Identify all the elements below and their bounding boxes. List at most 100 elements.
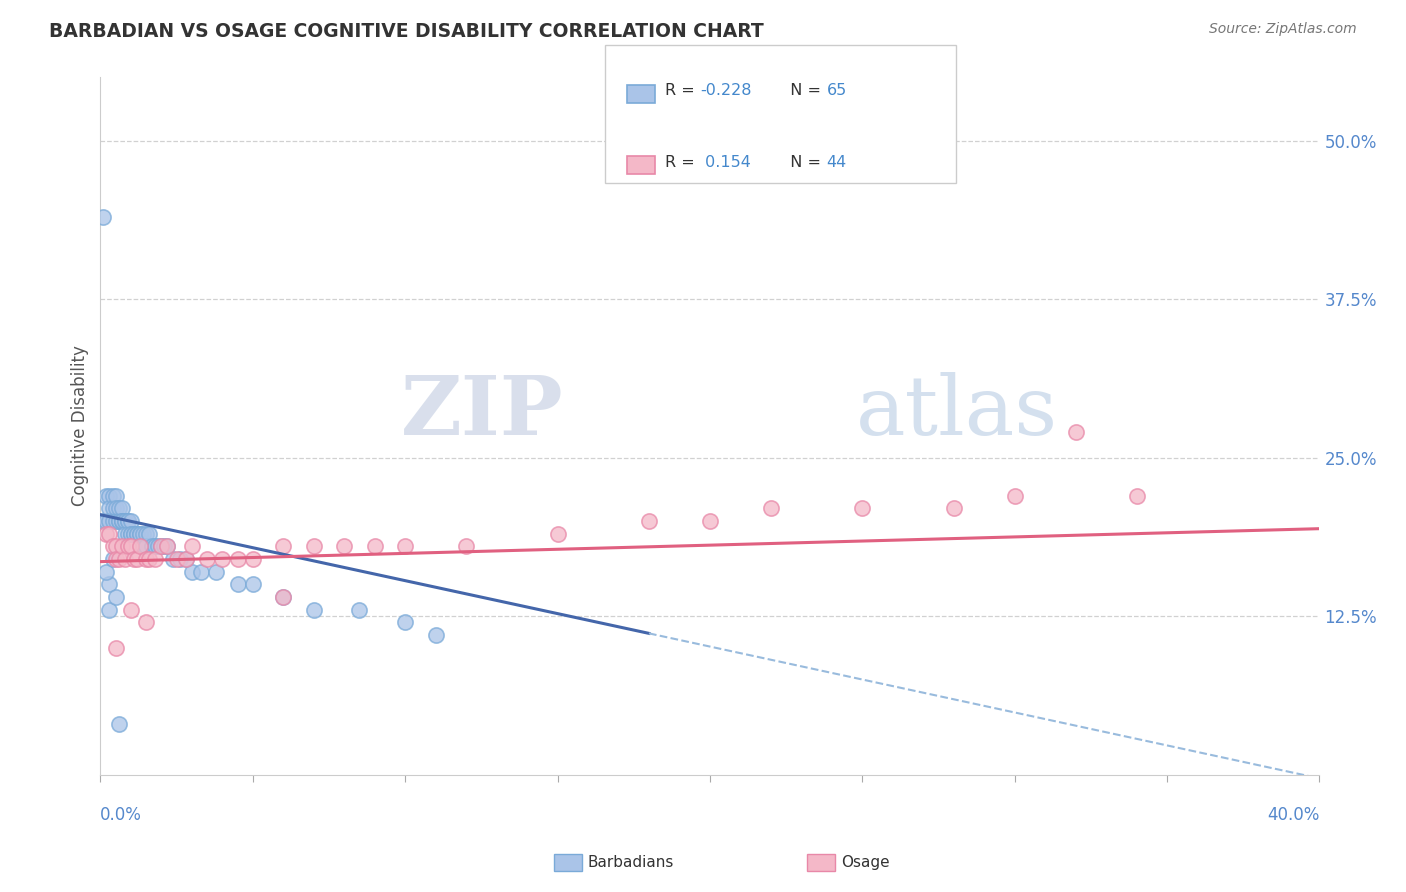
- Point: [174, 552, 197, 566]
- Point: [114, 514, 136, 528]
- Y-axis label: Cognitive Disability: Cognitive Disability: [72, 345, 89, 507]
- Point: [104, 514, 127, 528]
- Point: [271, 540, 294, 554]
- Point: [98, 501, 121, 516]
- Point: [125, 552, 148, 566]
- Point: [104, 552, 127, 566]
- Point: [111, 514, 134, 528]
- Point: [333, 540, 356, 554]
- Point: [271, 590, 294, 604]
- Point: [107, 514, 129, 528]
- Point: [143, 540, 166, 554]
- Point: [138, 526, 160, 541]
- Point: [153, 540, 176, 554]
- Point: [122, 552, 145, 566]
- Point: [120, 540, 142, 554]
- Point: [129, 526, 152, 541]
- Text: ZIP: ZIP: [401, 372, 564, 452]
- Text: 0.0%: 0.0%: [100, 806, 142, 824]
- Point: [117, 514, 139, 528]
- Point: [190, 565, 212, 579]
- Point: [942, 501, 965, 516]
- Point: [162, 552, 184, 566]
- Point: [125, 526, 148, 541]
- Point: [96, 514, 118, 528]
- Point: [93, 514, 115, 528]
- Point: [851, 501, 873, 516]
- Point: [101, 514, 124, 528]
- Point: [120, 526, 142, 541]
- Point: [111, 540, 134, 554]
- Point: [143, 552, 166, 566]
- Point: [150, 540, 173, 554]
- Text: BARBADIAN VS OSAGE COGNITIVE DISABILITY CORRELATION CHART: BARBADIAN VS OSAGE COGNITIVE DISABILITY …: [49, 22, 763, 41]
- Point: [104, 489, 127, 503]
- Point: [132, 526, 155, 541]
- Point: [120, 514, 142, 528]
- Point: [1064, 425, 1087, 440]
- Point: [425, 628, 447, 642]
- Point: [394, 540, 416, 554]
- Point: [104, 590, 127, 604]
- Point: [174, 552, 197, 566]
- Text: atlas: atlas: [856, 372, 1059, 452]
- Point: [101, 501, 124, 516]
- Point: [122, 526, 145, 541]
- Point: [226, 552, 249, 566]
- Point: [132, 540, 155, 554]
- Point: [1004, 489, 1026, 503]
- Point: [93, 210, 115, 224]
- Point: [242, 577, 264, 591]
- Point: [101, 552, 124, 566]
- Point: [156, 540, 179, 554]
- Text: N =: N =: [780, 155, 827, 169]
- Point: [141, 540, 163, 554]
- Point: [114, 552, 136, 566]
- Point: [107, 717, 129, 731]
- Point: [98, 514, 121, 528]
- Point: [96, 565, 118, 579]
- Point: [98, 577, 121, 591]
- Point: [98, 489, 121, 503]
- Point: [104, 540, 127, 554]
- Text: 0.154: 0.154: [700, 155, 751, 169]
- Point: [107, 552, 129, 566]
- Point: [96, 489, 118, 503]
- Point: [638, 514, 661, 528]
- Text: -0.228: -0.228: [700, 84, 752, 98]
- Point: [205, 565, 228, 579]
- Point: [122, 526, 145, 541]
- Text: N =: N =: [780, 84, 827, 98]
- Point: [114, 526, 136, 541]
- Point: [117, 514, 139, 528]
- Point: [454, 540, 477, 554]
- Point: [180, 565, 202, 579]
- Text: Barbadians: Barbadians: [588, 855, 673, 870]
- Text: 65: 65: [827, 84, 846, 98]
- Point: [759, 501, 782, 516]
- Point: [135, 615, 157, 630]
- Point: [169, 552, 191, 566]
- Point: [101, 489, 124, 503]
- Point: [129, 540, 152, 554]
- Point: [120, 603, 142, 617]
- Point: [302, 603, 325, 617]
- Point: [148, 540, 170, 554]
- Text: Osage: Osage: [841, 855, 890, 870]
- Point: [195, 552, 218, 566]
- Point: [104, 501, 127, 516]
- Point: [211, 552, 233, 566]
- Text: Source: ZipAtlas.com: Source: ZipAtlas.com: [1209, 22, 1357, 37]
- Point: [156, 540, 179, 554]
- Point: [111, 514, 134, 528]
- Point: [101, 540, 124, 554]
- Point: [98, 526, 121, 541]
- Point: [226, 577, 249, 591]
- Point: [242, 552, 264, 566]
- Point: [120, 526, 142, 541]
- Point: [271, 590, 294, 604]
- Point: [138, 552, 160, 566]
- Text: 40.0%: 40.0%: [1267, 806, 1319, 824]
- Text: R =: R =: [665, 155, 700, 169]
- Point: [180, 540, 202, 554]
